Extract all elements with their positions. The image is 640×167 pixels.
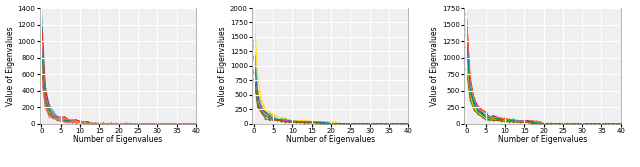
X-axis label: Number of Eigenvalues: Number of Eigenvalues bbox=[73, 135, 163, 144]
Y-axis label: Value of Eigenvalues: Value of Eigenvalues bbox=[6, 26, 15, 106]
Y-axis label: Value of Eigenvalues: Value of Eigenvalues bbox=[431, 26, 440, 106]
X-axis label: Number of Eigenvalues: Number of Eigenvalues bbox=[498, 135, 587, 144]
X-axis label: Number of Eigenvalues: Number of Eigenvalues bbox=[285, 135, 375, 144]
Y-axis label: Value of Eigenvalues: Value of Eigenvalues bbox=[218, 26, 227, 106]
